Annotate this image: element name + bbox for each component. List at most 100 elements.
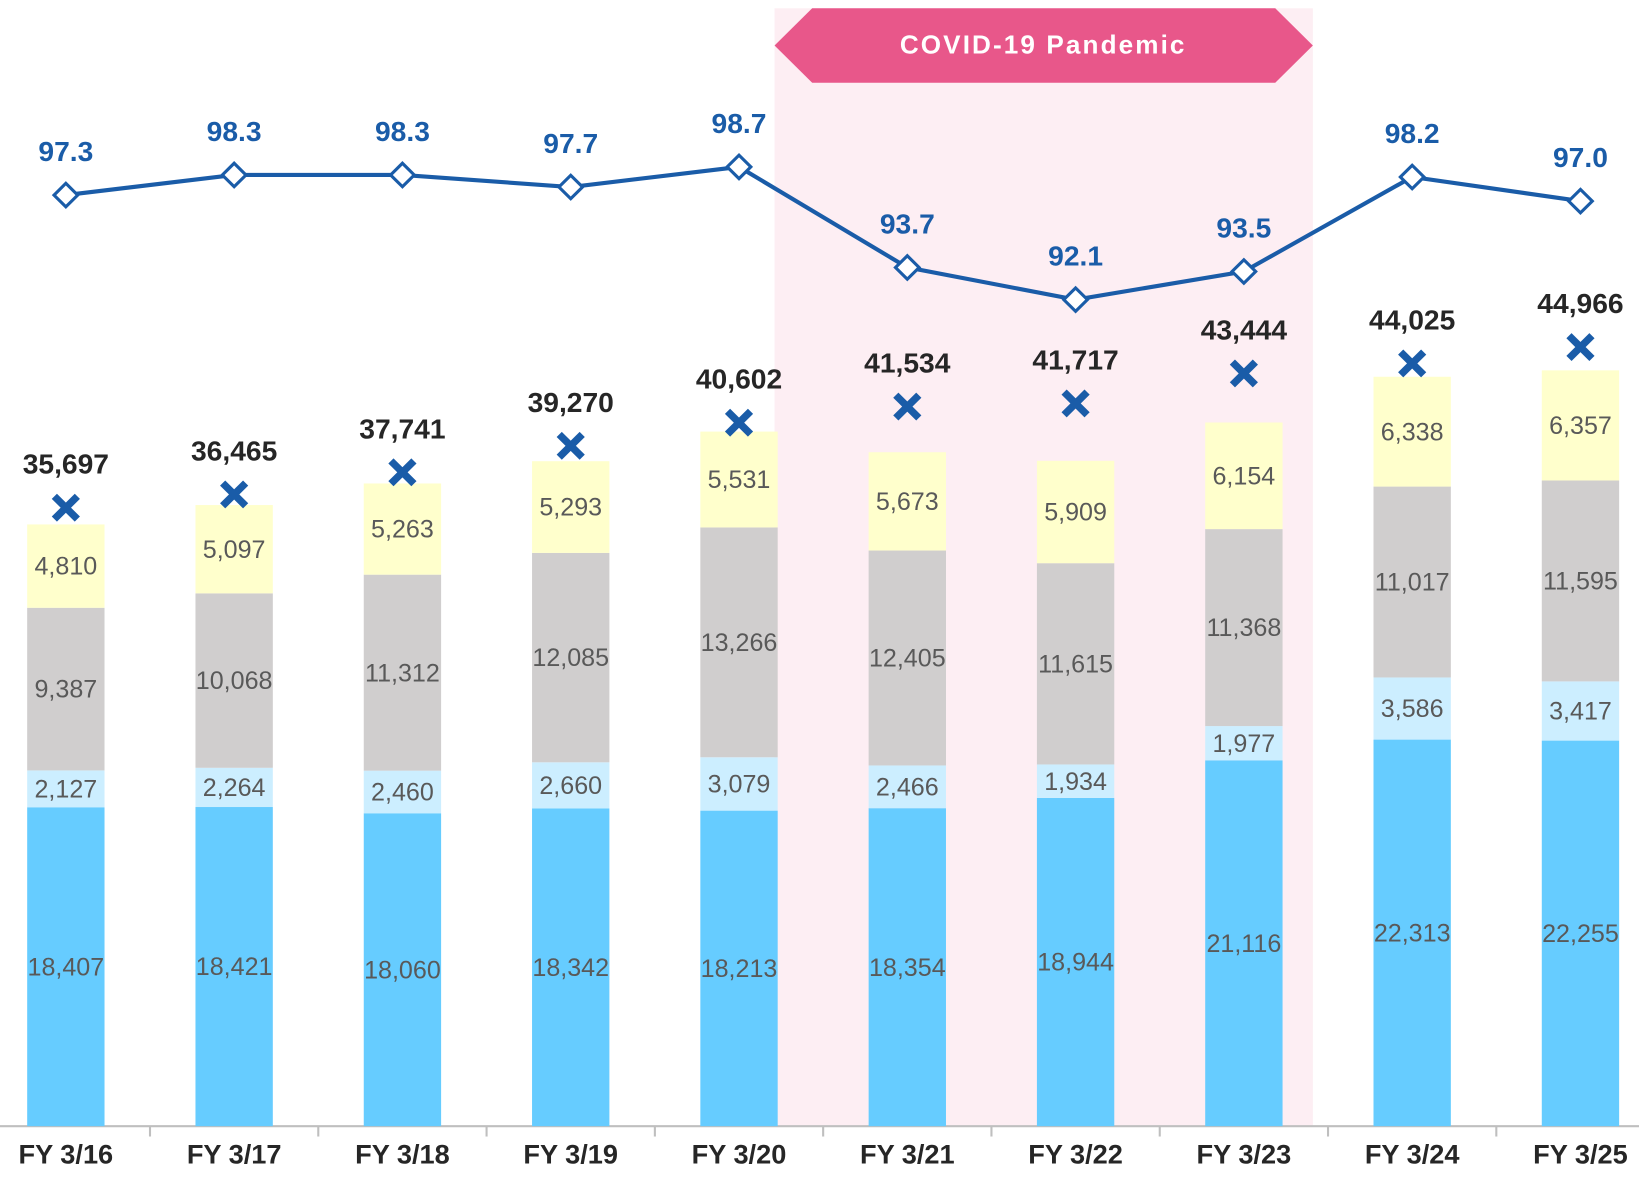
bar-segment — [1036, 764, 1115, 798]
total-marker — [1061, 389, 1090, 418]
total-marker — [220, 480, 249, 509]
segment-label: 18,944 — [1037, 949, 1114, 977]
segment-label: 6,154 — [1213, 463, 1276, 491]
x-tick-label: FY 3/17 — [187, 1139, 282, 1169]
line-label: 93.7 — [880, 209, 935, 240]
line-label: 98.3 — [207, 116, 262, 147]
bar-segment — [1541, 370, 1620, 481]
segment-label: 10,068 — [196, 667, 273, 695]
total-marker — [556, 431, 585, 460]
segment-label: 11,615 — [1038, 651, 1113, 679]
bar-segment — [532, 762, 610, 809]
segment-label: 11,017 — [1375, 569, 1450, 597]
total-label: 35,697 — [23, 449, 109, 480]
line-label: 98.7 — [712, 108, 767, 139]
segment-label: 5,263 — [371, 516, 434, 544]
line-marker — [1398, 163, 1427, 191]
segment-label: 18,354 — [869, 954, 946, 982]
total-marker — [724, 408, 754, 437]
bar-segment — [1541, 681, 1620, 741]
bar-segment — [1205, 422, 1283, 530]
bar-segment — [1541, 480, 1620, 682]
segment-label: 11,595 — [1543, 568, 1618, 596]
line-label: 98.2 — [1385, 118, 1440, 149]
segment-label: 3,079 — [708, 771, 771, 799]
segment-label: 18,407 — [28, 953, 105, 981]
bar-segment — [700, 527, 778, 758]
segment-label: 18,213 — [701, 955, 778, 983]
bar-segment — [700, 810, 778, 1127]
bar-segment — [868, 808, 946, 1127]
line-marker — [556, 173, 585, 201]
total-marker — [1229, 359, 1258, 388]
total-label: 36,465 — [191, 435, 277, 466]
x-tick-label: FY 3/21 — [860, 1139, 955, 1169]
line-label: 92.1 — [1048, 241, 1103, 272]
bar-segment — [363, 813, 442, 1127]
segment-label: 18,342 — [532, 954, 609, 982]
line-marker — [1061, 285, 1090, 314]
line-marker — [220, 161, 249, 189]
bar-segment — [1205, 760, 1283, 1127]
bar-segment — [1373, 376, 1451, 487]
bar-segment — [27, 770, 105, 808]
segment-label: 18,421 — [196, 953, 273, 981]
bar-segment — [700, 431, 778, 528]
total-label: 44,966 — [1537, 288, 1623, 319]
total-marker — [893, 392, 922, 421]
bar-segment — [1373, 739, 1451, 1127]
bar-segment — [195, 505, 273, 594]
segment-label: 22,313 — [1374, 920, 1451, 948]
segment-label: 12,405 — [869, 645, 946, 673]
segment-label: 2,127 — [34, 776, 97, 804]
segment-label: 13,266 — [701, 629, 778, 657]
x-tick-label: FY 3/25 — [1533, 1139, 1628, 1169]
bar-segment — [363, 770, 442, 814]
bar-segment — [27, 607, 105, 771]
bar-segment — [195, 593, 273, 768]
segment-label: 18,060 — [364, 956, 441, 984]
x-tick-label: FY 3/24 — [1365, 1139, 1460, 1169]
bar-segment — [868, 765, 946, 809]
segment-label: 5,909 — [1044, 499, 1107, 527]
line-marker — [1229, 257, 1258, 286]
total-label: 41,534 — [864, 348, 951, 379]
bar-segment — [1373, 486, 1451, 678]
bar-segment — [1541, 740, 1620, 1127]
segment-label: 6,357 — [1549, 412, 1612, 440]
segment-label: 5,097 — [203, 536, 266, 564]
x-tick-label: FY 3/23 — [1197, 1139, 1292, 1169]
segment-label: 2,460 — [371, 779, 434, 807]
covid-label: COVID-19 Pandemic — [900, 30, 1187, 60]
bar-segment — [27, 807, 105, 1127]
x-tick-label: FY 3/19 — [523, 1139, 618, 1169]
x-tick-label: FY 3/16 — [19, 1139, 114, 1169]
bar-segment — [1036, 460, 1115, 564]
bar-segment — [1036, 563, 1115, 765]
line-label: 93.5 — [1216, 213, 1271, 244]
bar-segment — [868, 452, 946, 551]
bar-segment — [532, 808, 610, 1127]
x-tick-label: FY 3/20 — [692, 1139, 787, 1169]
line-marker — [388, 161, 417, 189]
line-marker — [893, 253, 922, 282]
x-tick-label: FY 3/22 — [1028, 1139, 1123, 1169]
segment-label: 5,531 — [708, 466, 771, 494]
segment-label: 11,312 — [365, 659, 440, 687]
bar-segment — [1036, 797, 1115, 1127]
line-label: 97.0 — [1553, 142, 1608, 173]
segment-label: 1,934 — [1044, 768, 1107, 796]
total-label: 41,717 — [1032, 345, 1118, 376]
segment-label: 2,264 — [203, 774, 266, 802]
segment-label: 9,387 — [34, 676, 97, 704]
line-label: 98.3 — [375, 116, 430, 147]
covid-banner — [774, 8, 1313, 83]
total-label: 44,025 — [1369, 305, 1455, 336]
bar-segment — [1205, 726, 1283, 761]
segment-label: 3,586 — [1381, 695, 1444, 723]
line-marker — [51, 181, 80, 209]
bar-segment — [532, 552, 610, 763]
total-marker — [388, 458, 417, 487]
segment-label: 1,977 — [1213, 730, 1276, 758]
total-label: 40,602 — [696, 364, 782, 395]
